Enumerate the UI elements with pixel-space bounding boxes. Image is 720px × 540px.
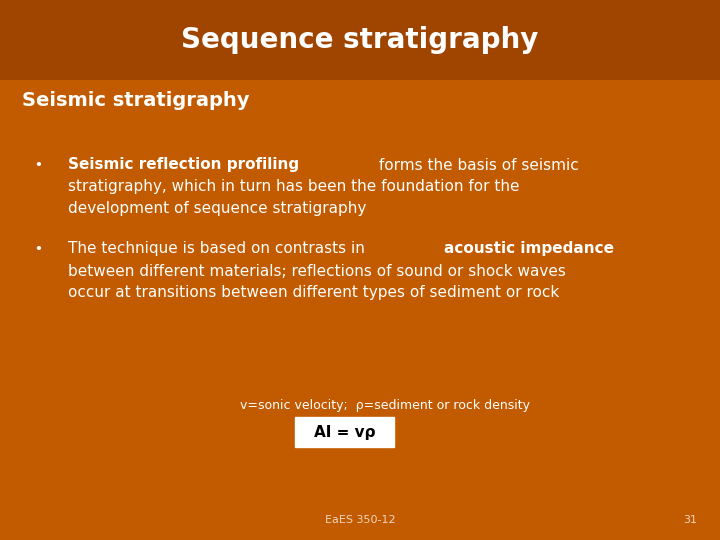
Text: EaES 350-12: EaES 350-12: [325, 515, 395, 525]
Text: The technique is based on contrasts in: The technique is based on contrasts in: [68, 241, 370, 256]
Text: stratigraphy, which in turn has been the foundation for the: stratigraphy, which in turn has been the…: [68, 179, 520, 194]
FancyBboxPatch shape: [295, 417, 394, 447]
Text: Sequence stratigraphy: Sequence stratigraphy: [181, 26, 539, 54]
Text: •: •: [34, 242, 42, 255]
FancyBboxPatch shape: [0, 0, 720, 80]
Text: acoustic impedance: acoustic impedance: [444, 241, 614, 256]
Text: occur at transitions between different types of sediment or rock: occur at transitions between different t…: [68, 286, 559, 300]
Text: forms the basis of seismic: forms the basis of seismic: [374, 158, 579, 172]
Text: v=sonic velocity;  ρ=sediment or rock density: v=sonic velocity; ρ=sediment or rock den…: [240, 399, 530, 411]
Text: AI = vρ: AI = vρ: [314, 424, 375, 440]
Text: between different materials; reflections of sound or shock waves: between different materials; reflections…: [68, 264, 566, 279]
Text: •: •: [34, 159, 42, 172]
Text: 31: 31: [683, 515, 697, 525]
Text: Seismic stratigraphy: Seismic stratigraphy: [22, 91, 250, 110]
Text: development of sequence stratigraphy: development of sequence stratigraphy: [68, 201, 366, 217]
Text: Seismic reflection profiling: Seismic reflection profiling: [68, 158, 299, 172]
